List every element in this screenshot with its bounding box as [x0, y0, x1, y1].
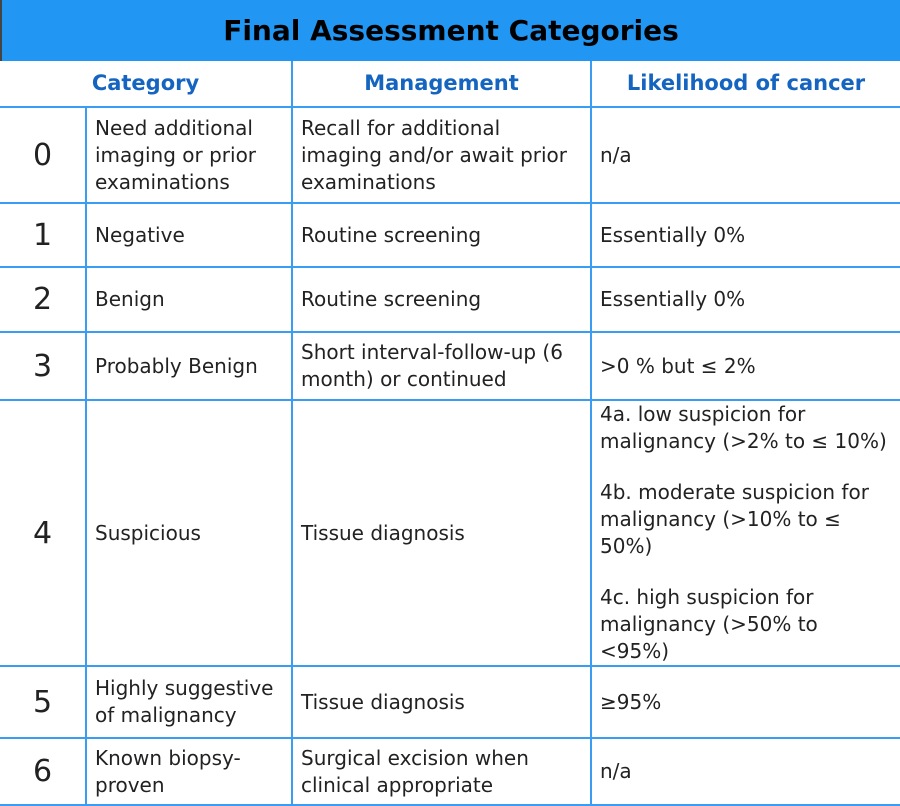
category-name: Known biopsy-proven [85, 737, 293, 806]
likelihood-cell: ≥95% [590, 665, 900, 739]
header-row: Category Management Likelihood of cancer [0, 61, 900, 108]
table-row: 2 Benign Routine screening Essentially 0% [0, 266, 900, 333]
header-management: Management [291, 61, 592, 108]
category-number: 3 [0, 331, 87, 401]
category-name: Highly suggestive of malignancy [85, 665, 293, 739]
likelihood-text: n/a [600, 142, 632, 167]
likelihood-cell: n/a [590, 737, 900, 806]
category-number: 5 [0, 665, 87, 739]
category-number: 4 [0, 399, 87, 667]
header-category: Category [0, 61, 293, 108]
table-title: Final Assessment Categories [0, 0, 900, 61]
category-number: 1 [0, 202, 87, 268]
table-row: 3 Probably Benign Short interval-follow-up… [0, 331, 900, 401]
likelihood-text: >0 % but ≤ 2% [600, 353, 756, 378]
likelihood-text: ≥95% [600, 689, 662, 714]
table-row: 4 Suspicious Tissue diagnosis 4a. low suspi… [0, 399, 900, 667]
table-row: 5 Highly suggestive of malignancy Tissue d… [0, 665, 900, 739]
management-cell: Tissue diagnosis [291, 665, 592, 739]
table-row: 1 Negative Routine screening Essentially 0% [0, 202, 900, 268]
management-cell: Tissue diagnosis [291, 399, 592, 667]
likelihood-text: n/a [600, 759, 632, 783]
table-row: 6 Known biopsy-proven Surgical excision wh… [0, 737, 900, 806]
likelihood-cell: >0 % but ≤ 2% [590, 331, 900, 401]
likelihood-cell: 4a. low suspicion for malignancy (>2% to… [590, 399, 900, 667]
category-name: Need additional imaging or prior examina… [85, 106, 293, 204]
category-number: 6 [0, 737, 87, 806]
management-cell: Routine screening [291, 266, 592, 333]
category-number: 2 [0, 266, 87, 333]
management-cell: Routine screening [291, 202, 592, 268]
likelihood-text: Essentially 0% [600, 222, 746, 247]
category-name: Negative [85, 202, 293, 268]
likelihood-text: 4b. moderate suspicion for malignancy (>… [600, 480, 869, 558]
likelihood-text: 4a. low suspicion for malignancy (>2% to… [600, 402, 887, 453]
management-cell: Surgical excision when clinical appropri… [291, 737, 592, 806]
likelihood-text: 4c. high suspicion for malignancy (>50% … [600, 585, 818, 663]
management-cell: Recall for additional imaging and/or awa… [291, 106, 592, 204]
assessment-table: Category Management Likelihood of cancer… [0, 61, 900, 806]
category-name: Benign [85, 266, 293, 333]
category-name: Probably Benign [85, 331, 293, 401]
likelihood-cell: Essentially 0% [590, 266, 900, 333]
likelihood-cell: n/a [590, 106, 900, 204]
likelihood-text: Essentially 0% [600, 287, 746, 311]
table-row: 0 Need additional imaging or prior examin… [0, 106, 900, 204]
management-cell: Short interval-follow-up (6 month) or co… [291, 331, 592, 401]
header-likelihood: Likelihood of cancer [590, 61, 900, 108]
category-name: Suspicious [85, 399, 293, 667]
category-number: 0 [0, 106, 87, 204]
likelihood-cell: Essentially 0% [590, 202, 900, 268]
